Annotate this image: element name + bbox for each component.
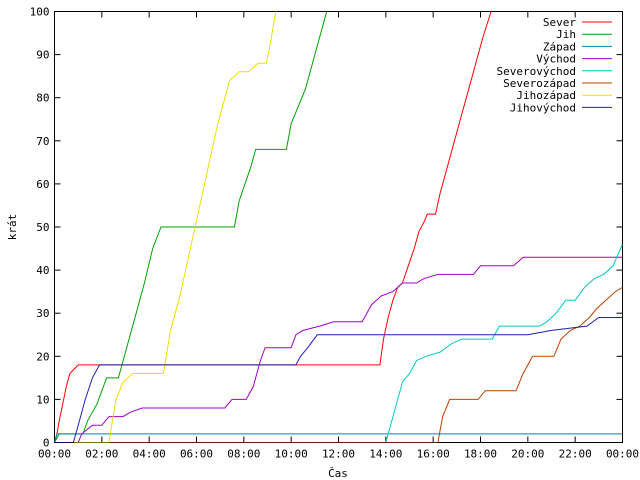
x-tick-label: 10:00 xyxy=(275,448,308,461)
y-tick-label: 50 xyxy=(36,221,49,234)
x-tick-label: 16:00 xyxy=(417,448,450,461)
x-tick-label: 06:00 xyxy=(180,448,213,461)
series-line-4 xyxy=(54,256,623,443)
series-line-5 xyxy=(54,243,623,443)
y-tick-label: 70 xyxy=(36,135,49,148)
legend-label: Jihozápad xyxy=(516,89,576,102)
x-tick-label: 22:00 xyxy=(559,448,592,461)
y-tick-label: 80 xyxy=(36,92,49,105)
y-tick-label: 60 xyxy=(36,178,49,191)
y-tick-label: 30 xyxy=(36,307,49,320)
y-tick-label: 90 xyxy=(36,49,49,62)
y-tick-label: 10 xyxy=(36,393,49,406)
legend-label: Severovýchod xyxy=(497,65,576,78)
y-axis: 0 10 20 30 40 50 60 70 80 90 100 xyxy=(30,6,623,450)
y-tick-label: 100 xyxy=(30,6,50,19)
x-tick-label: 12:00 xyxy=(322,448,355,461)
legend-label: Severozápad xyxy=(503,77,576,90)
legend-label: Jihovýchod xyxy=(510,101,576,114)
x-tick-label: 20:00 xyxy=(511,448,544,461)
series-line-2 xyxy=(54,11,328,443)
x-tick-label: 08:00 xyxy=(227,448,260,461)
x-axis: 00:00 02:00 04:00 06:00 08:00 10:00 12:00 14:00… xyxy=(38,11,639,461)
x-tick-label: 02:00 xyxy=(85,448,118,461)
x-tick-label: 18:00 xyxy=(464,448,497,461)
legend-label: Západ xyxy=(543,40,576,53)
x-axis-title: Čas xyxy=(328,467,348,480)
series-line-8 xyxy=(54,317,623,443)
legend-label: Východ xyxy=(536,53,576,66)
legend-label: Sever xyxy=(543,16,576,29)
y-axis-title: krát xyxy=(6,214,19,241)
y-tick-label: 20 xyxy=(36,350,49,363)
y-tick-label: 0 xyxy=(43,437,50,450)
legend-label: Jih xyxy=(556,28,576,41)
series-line-7 xyxy=(54,11,277,443)
y-tick-label: 40 xyxy=(36,264,49,277)
x-tick-label: 00:00 xyxy=(38,448,71,461)
x-tick-label: 04:00 xyxy=(133,448,166,461)
series-line-1 xyxy=(54,11,492,443)
x-tick-label: 14:00 xyxy=(369,448,402,461)
series-line-3 xyxy=(54,433,623,443)
series-line-6 xyxy=(54,286,623,443)
legend: SeverJihZápadVýchodSeverovýchodSeverozáp… xyxy=(497,16,612,114)
x-tick-label: 00:00 xyxy=(606,448,639,461)
series-layer xyxy=(54,11,623,443)
